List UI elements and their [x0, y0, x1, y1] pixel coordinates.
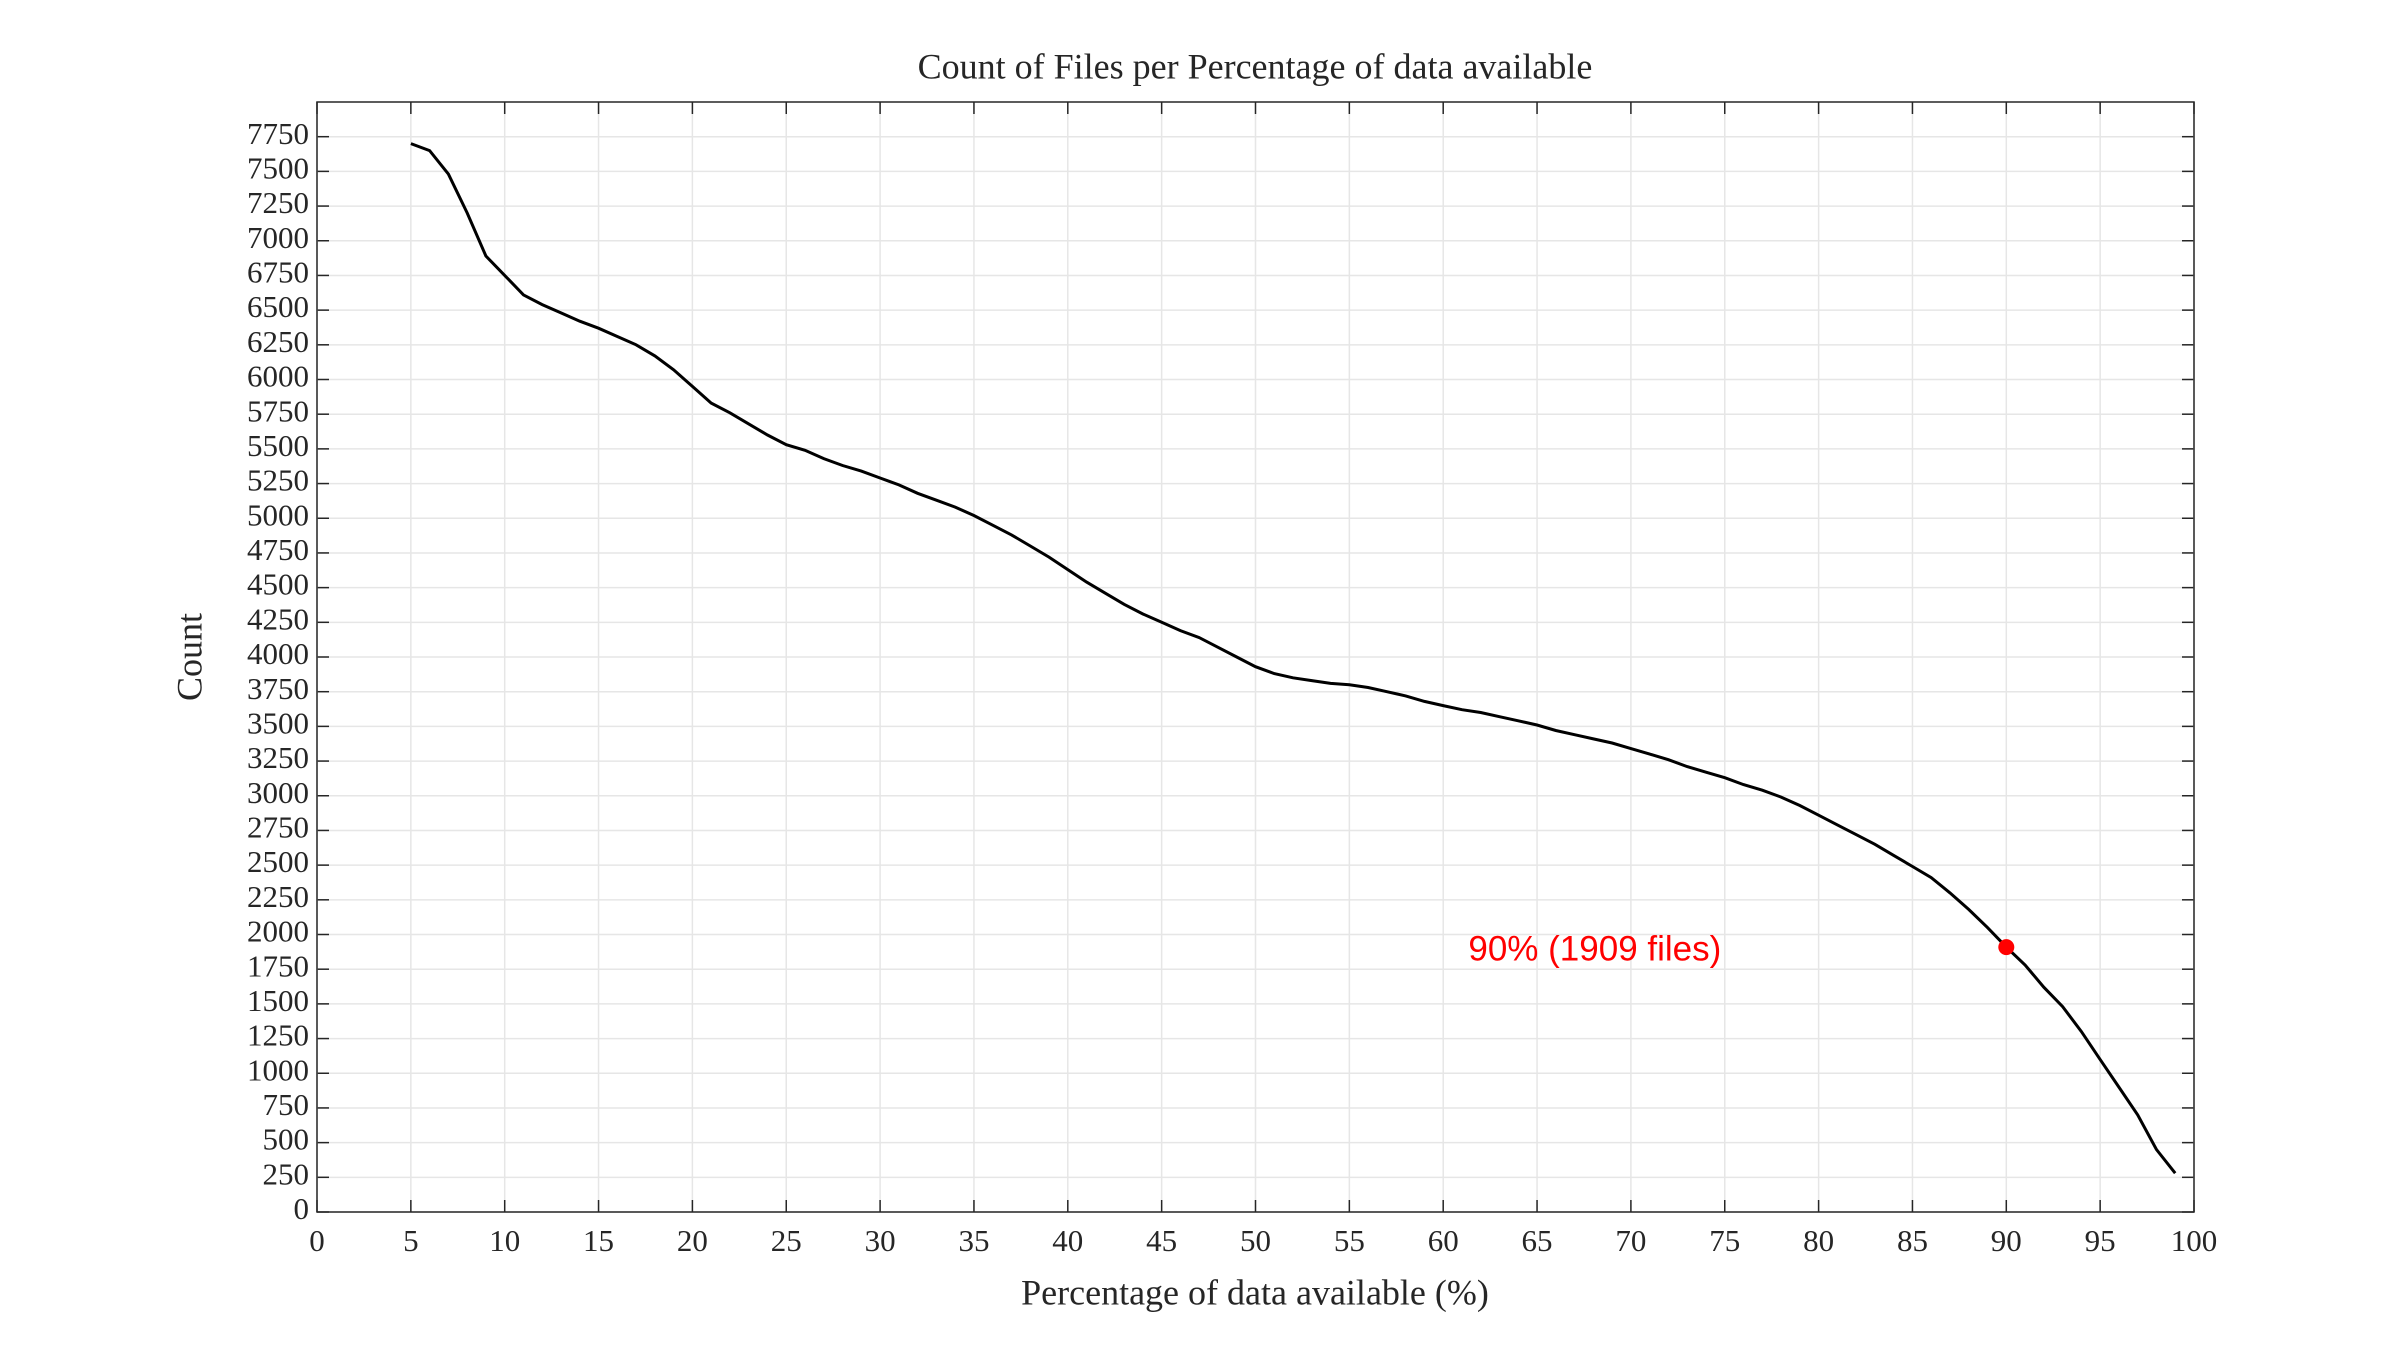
x-tick-label: 15 [583, 1223, 614, 1258]
x-tick-label: 90 [1991, 1223, 2022, 1258]
y-tick-label: 3250 [247, 740, 309, 775]
y-tick-label: 2250 [247, 879, 309, 914]
y-tick-label: 1500 [247, 983, 309, 1018]
y-tick-label: 1000 [247, 1052, 309, 1087]
x-tick-label: 10 [489, 1223, 520, 1258]
y-tick-label: 0 [294, 1191, 310, 1226]
y-tick-label: 5250 [247, 463, 309, 498]
x-tick-label: 100 [2171, 1223, 2218, 1258]
x-tick-label: 95 [2085, 1223, 2116, 1258]
y-tick-label: 2750 [247, 810, 309, 845]
y-tick-label: 4750 [247, 532, 309, 567]
y-tick-label: 7000 [247, 220, 309, 255]
y-tick-label: 4000 [247, 636, 309, 671]
x-tick-label: 70 [1615, 1223, 1646, 1258]
x-tick-label: 55 [1334, 1223, 1365, 1258]
y-tick-label: 6000 [247, 359, 309, 394]
y-tick-label: 4500 [247, 567, 309, 602]
x-tick-label: 65 [1522, 1223, 1553, 1258]
data-line [410, 142, 2177, 1175]
plot-frame [316, 101, 2195, 1213]
y-tick-label: 5000 [247, 497, 309, 532]
y-tick-label: 750 [263, 1087, 310, 1122]
y-tick-label: 3500 [247, 705, 309, 740]
y-tick-label: 3000 [247, 775, 309, 810]
y-tick-label: 5750 [247, 393, 309, 428]
y-tick-label: 7250 [247, 185, 309, 220]
y-tick-label: 6250 [247, 324, 309, 359]
x-tick-label: 25 [771, 1223, 802, 1258]
y-tick-label: 500 [263, 1122, 310, 1157]
y-tick-label: 4250 [247, 601, 309, 636]
y-tick-label: 5500 [247, 428, 309, 463]
y-tick-label: 250 [263, 1156, 310, 1191]
x-tick-label: 75 [1709, 1223, 1740, 1258]
y-tick-label: 2000 [247, 914, 309, 949]
x-tick-label: 20 [677, 1223, 708, 1258]
y-tick-label: 6500 [247, 289, 309, 324]
x-tick-label: 85 [1897, 1223, 1928, 1258]
x-tick-label: 60 [1428, 1223, 1459, 1258]
x-tick-label: 0 [309, 1223, 325, 1258]
y-tick-label: 1750 [247, 948, 309, 983]
annotation: 90% (1909 files) [1468, 929, 1721, 968]
highlight-point [1998, 939, 2015, 956]
x-tick-label: 50 [1240, 1223, 1271, 1258]
chart-title: Count of Files per Percentage of data av… [918, 46, 1593, 86]
x-tick-label: 80 [1803, 1223, 1834, 1258]
x-tick-label: 45 [1146, 1223, 1177, 1258]
x-tick-label: 40 [1052, 1223, 1083, 1258]
y-tick-label: 2500 [247, 844, 309, 879]
y-tick-label: 3750 [247, 671, 309, 706]
y-axis-label: Count [169, 613, 209, 701]
x-tick-label: 5 [403, 1223, 419, 1258]
y-tick-label: 7750 [247, 116, 309, 151]
y-tick-label: 7500 [247, 150, 309, 185]
x-tick-label: 30 [865, 1223, 896, 1258]
x-axis-label: Percentage of data available (%) [1021, 1272, 1489, 1312]
x-tick-label: 35 [958, 1223, 989, 1258]
y-tick-label: 1250 [247, 1018, 309, 1053]
y-tick-label: 6750 [247, 255, 309, 290]
